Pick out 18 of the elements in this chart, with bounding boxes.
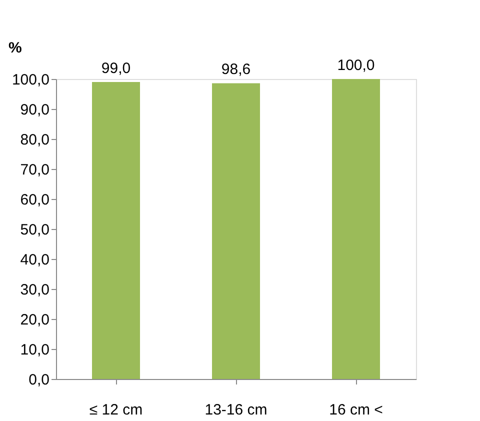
y-tick-label: 20,0 (20, 312, 50, 328)
x-tick-label: 13-16 cm (204, 402, 268, 418)
y-tick-label: 10,0 (20, 342, 50, 358)
text: 98,6 (221, 61, 251, 78)
y-tick-label: 0,0 (28, 372, 50, 388)
text: 99,0 (101, 60, 131, 77)
y-tick-label: 60,0 (20, 192, 50, 208)
y-tick-label: 100,0 (12, 72, 50, 88)
y-tick-label: 30,0 (20, 282, 50, 298)
y-tick-label: 80,0 (20, 132, 50, 148)
y-tick-label: 40,0 (20, 252, 50, 268)
y-axis-title: % (8, 40, 22, 56)
x-tick-label: 16 cm < (329, 402, 384, 418)
y-tick-label: 90,0 (20, 102, 50, 118)
x-tick-label: ≤ 12 cm (89, 402, 143, 418)
text: 100,0 (337, 57, 375, 74)
y-tick-label: 50,0 (20, 222, 50, 238)
y-tick-label: 70,0 (20, 162, 50, 178)
